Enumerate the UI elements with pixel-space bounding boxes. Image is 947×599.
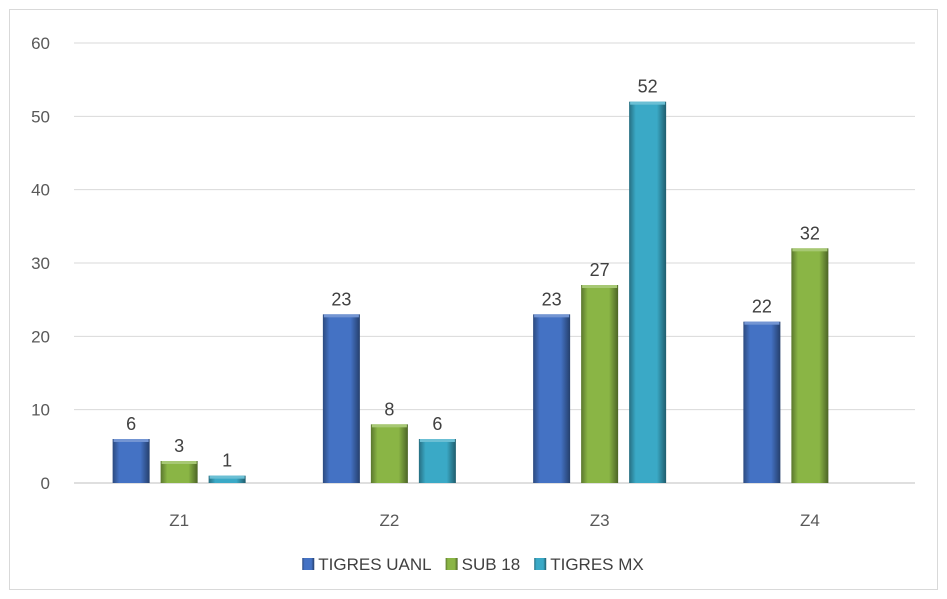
bar-bevel [582, 285, 618, 288]
bar-bevel [534, 314, 570, 318]
legend: TIGRES UANL SUB 18 TIGRES MX [302, 555, 644, 574]
data-labels: 6 3 1 23 8 6 23 27 52 22 32 [126, 77, 820, 471]
legend-swatch [534, 558, 547, 570]
bar [322, 314, 360, 483]
data-label: 32 [800, 223, 820, 243]
bar-bevel [113, 439, 149, 442]
bar [743, 321, 781, 483]
data-label: 3 [174, 436, 184, 456]
data-label: 1 [222, 451, 232, 471]
bar [533, 314, 571, 483]
bar [791, 248, 829, 483]
data-label: 6 [432, 414, 442, 434]
y-tick-label: 40 [31, 181, 50, 200]
legend-label: SUB 18 [462, 555, 521, 574]
bar-bevel [744, 321, 780, 325]
data-label: 23 [331, 289, 351, 309]
y-tick-label: 20 [31, 327, 50, 346]
bar-bevel [630, 101, 666, 105]
bar [160, 461, 198, 483]
data-label: 8 [384, 399, 394, 419]
bar-bevel [323, 314, 359, 318]
y-axis-ticks: 0 10 20 30 40 50 60 [31, 34, 50, 493]
bar-bevel [371, 424, 407, 428]
y-tick-label: 10 [31, 401, 50, 420]
bar-bevel [209, 475, 245, 479]
bar-bevel [419, 439, 455, 442]
gridlines [74, 42, 915, 484]
y-tick-label: 0 [41, 474, 50, 493]
bar [418, 439, 456, 483]
x-axis-ticks: Z1 Z2 Z3 Z4 [169, 511, 820, 530]
x-tick-label: Z4 [800, 511, 820, 530]
legend-label: TIGRES MX [550, 555, 644, 574]
bar-bevel [161, 461, 197, 464]
bar [629, 101, 667, 484]
data-label: 22 [752, 297, 772, 317]
y-tick-label: 30 [31, 254, 50, 273]
data-label: 52 [638, 77, 658, 97]
bar [112, 439, 150, 483]
chart-frame [9, 9, 938, 590]
data-label: 27 [590, 260, 610, 280]
bars [112, 101, 829, 484]
legend-swatch [302, 558, 315, 570]
data-label: 6 [126, 414, 136, 434]
legend-swatch [445, 558, 458, 570]
x-tick-label: Z2 [379, 511, 399, 530]
x-tick-label: Z1 [169, 511, 189, 530]
bar [581, 285, 619, 483]
bar [208, 475, 246, 483]
bar-bevel [792, 248, 828, 252]
y-tick-label: 50 [31, 107, 50, 126]
x-tick-label: Z3 [590, 511, 610, 530]
bar [370, 424, 408, 483]
data-label: 23 [542, 289, 562, 309]
y-tick-label: 60 [31, 34, 50, 53]
legend-label: TIGRES UANL [318, 555, 431, 574]
